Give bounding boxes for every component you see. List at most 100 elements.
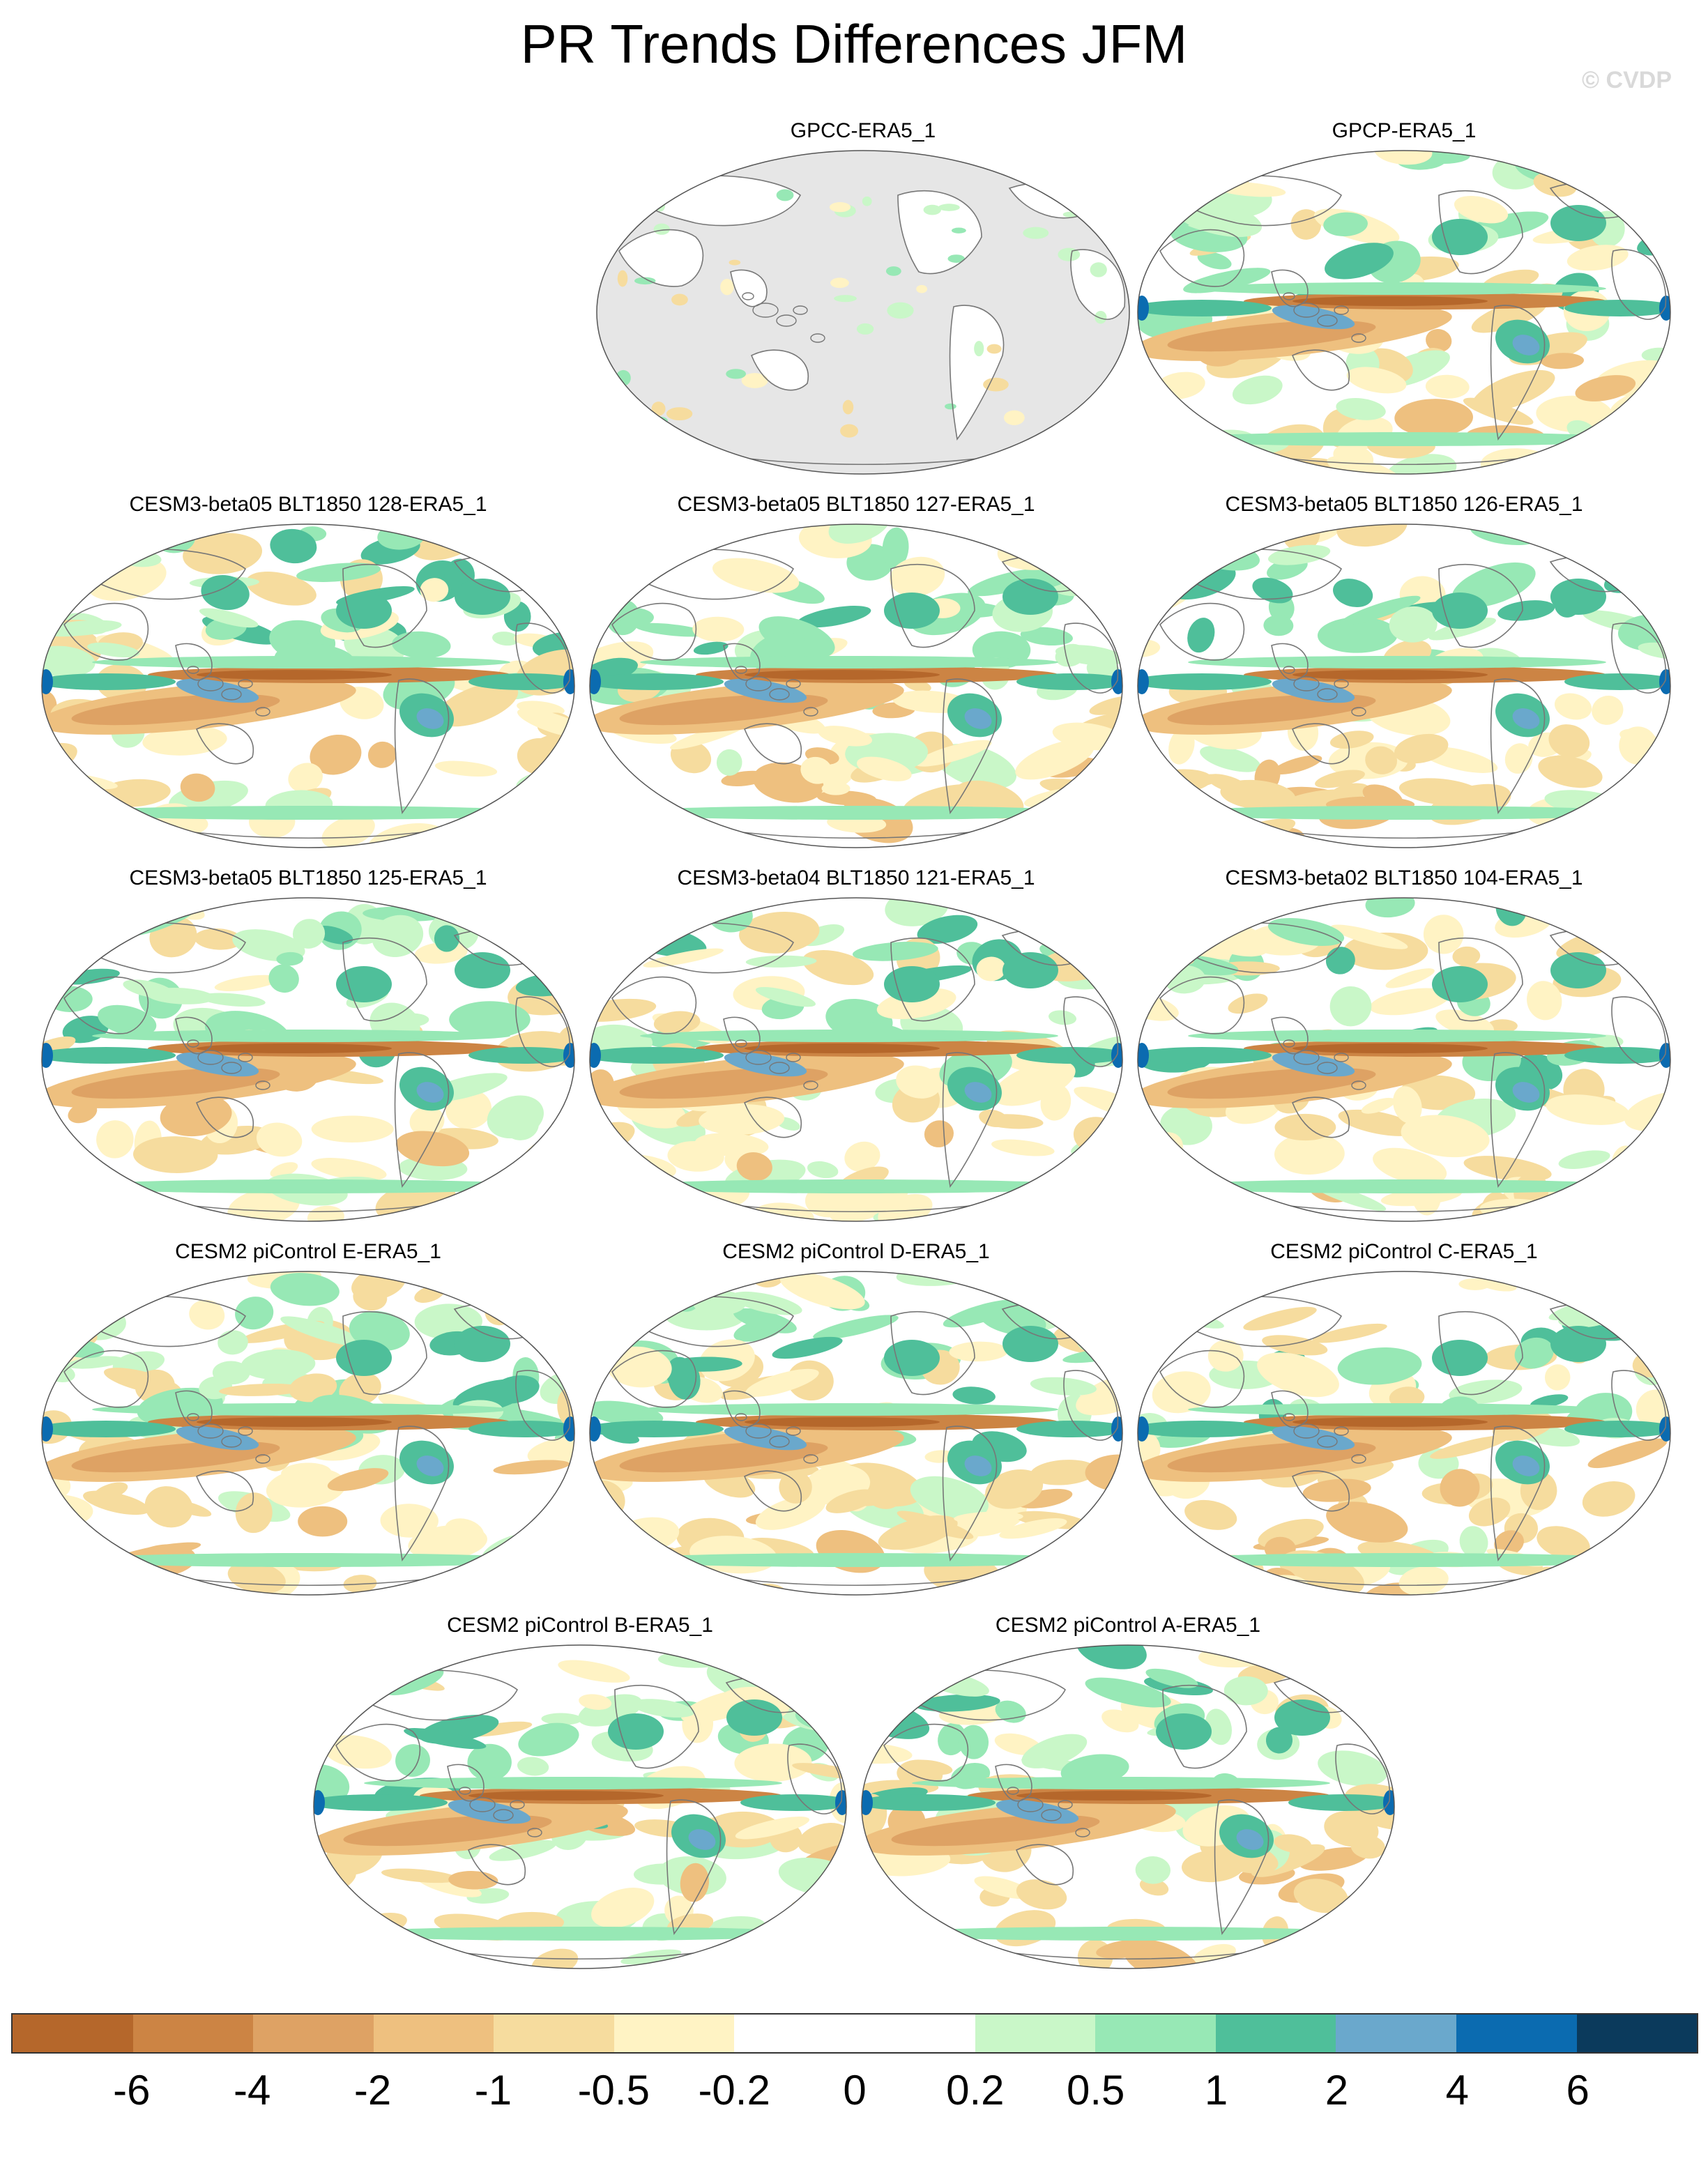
trend-patch bbox=[189, 1299, 225, 1330]
trend-patch bbox=[199, 608, 259, 628]
coastline bbox=[447, 1764, 485, 1802]
map-panel: GPCC-ERA5_1 bbox=[591, 119, 1135, 481]
trend-patch bbox=[69, 1306, 126, 1340]
coastline bbox=[723, 643, 761, 681]
trend-patch bbox=[1497, 600, 1555, 621]
trend-patch bbox=[288, 763, 323, 793]
land-area bbox=[898, 190, 982, 274]
coastline bbox=[1351, 333, 1366, 343]
trend-patch bbox=[71, 1179, 545, 1193]
coastline bbox=[1063, 1370, 1119, 1441]
trend-patch bbox=[634, 622, 708, 637]
trend-patch bbox=[42, 1179, 125, 1221]
trend-patch bbox=[1274, 1133, 1345, 1175]
map-border bbox=[41, 1271, 575, 1596]
trend-patch bbox=[1138, 296, 1149, 321]
trend-patch bbox=[716, 749, 742, 776]
coastline bbox=[1611, 996, 1667, 1067]
trend-patch bbox=[1140, 1301, 1224, 1329]
trend-patch bbox=[745, 1368, 819, 1397]
trend-patch bbox=[862, 1794, 996, 1811]
trend-patch bbox=[1007, 1959, 1041, 1969]
trend-patch bbox=[1024, 898, 1053, 921]
trend-patch bbox=[1362, 784, 1403, 809]
coastline bbox=[238, 1053, 253, 1062]
coastline bbox=[793, 305, 808, 315]
coastline bbox=[995, 1764, 1032, 1802]
trend-patch bbox=[640, 1030, 1058, 1042]
trend-patch bbox=[311, 1158, 387, 1181]
trend-patch bbox=[1385, 454, 1457, 474]
coastline bbox=[1293, 1050, 1320, 1065]
map-border bbox=[1137, 1271, 1671, 1596]
trend-patch bbox=[1452, 946, 1481, 966]
trend-patch bbox=[1138, 1043, 1149, 1068]
trend-patch bbox=[617, 270, 628, 287]
trend-patch bbox=[1154, 1186, 1222, 1204]
colorbar-label: 0.2 bbox=[946, 2067, 1005, 2114]
trend-patch bbox=[731, 1291, 802, 1315]
trend-patch bbox=[619, 1553, 1093, 1567]
trend-patch bbox=[42, 669, 53, 694]
trend-patch bbox=[1092, 836, 1122, 848]
trend-patch bbox=[1423, 915, 1464, 954]
trend-patch bbox=[1486, 1019, 1518, 1033]
trend-patch bbox=[1432, 593, 1488, 629]
trend-patch bbox=[1612, 151, 1643, 174]
trend-patch bbox=[392, 631, 451, 659]
trend-patch bbox=[862, 196, 872, 206]
trend-patch bbox=[1057, 1180, 1122, 1217]
trend-patch bbox=[1546, 1094, 1630, 1125]
trend-patch bbox=[1555, 818, 1589, 839]
trend-patch bbox=[489, 1840, 557, 1861]
trend-patch bbox=[1554, 693, 1592, 720]
trend-patch bbox=[862, 1667, 910, 1702]
trend-patch bbox=[812, 1943, 846, 1962]
trend-patch bbox=[844, 1141, 880, 1172]
trend-patch bbox=[608, 1713, 664, 1750]
trend-patch bbox=[739, 911, 820, 954]
panel-title: CESM2 piControl B-ERA5_1 bbox=[447, 1614, 713, 1637]
coastline bbox=[1070, 249, 1126, 320]
trend-patch bbox=[1167, 806, 1641, 820]
trend-patch bbox=[455, 1326, 510, 1362]
trend-patch bbox=[416, 1082, 444, 1103]
coastline bbox=[394, 1052, 450, 1188]
trend-patch bbox=[579, 1694, 612, 1710]
trend-patch bbox=[1086, 1195, 1122, 1216]
trend-patch bbox=[745, 955, 817, 968]
coastline bbox=[175, 1390, 213, 1428]
trend-patch bbox=[51, 916, 112, 943]
trend-patch bbox=[1597, 797, 1633, 835]
trend-patch bbox=[42, 1421, 176, 1437]
trend-patch bbox=[856, 323, 874, 335]
coastline bbox=[447, 1950, 713, 1960]
colorbar-label: 4 bbox=[1445, 2067, 1469, 2114]
trend-patch bbox=[640, 1403, 1058, 1416]
coastline bbox=[1015, 1844, 1074, 1886]
panel-title: CESM2 piControl A-ERA5_1 bbox=[995, 1614, 1261, 1637]
coastline bbox=[769, 688, 790, 701]
trend-patch bbox=[1016, 673, 1122, 690]
trend-patch bbox=[884, 1340, 940, 1376]
trend-patch bbox=[1393, 1086, 1422, 1124]
trend-patch bbox=[1579, 428, 1613, 464]
coastline bbox=[942, 1426, 998, 1561]
colorbar-swatch bbox=[734, 2015, 855, 2052]
trend-patch bbox=[268, 964, 299, 993]
trend-patch bbox=[496, 924, 572, 950]
coastline bbox=[515, 996, 571, 1067]
trend-patch bbox=[167, 1499, 212, 1517]
coastline bbox=[810, 333, 825, 343]
coastline bbox=[1490, 305, 1546, 441]
trend-patch bbox=[66, 524, 119, 560]
trend-patch bbox=[896, 1065, 941, 1099]
coastline bbox=[897, 190, 982, 275]
coastline bbox=[1293, 1423, 1320, 1439]
map-panel: CESM3-beta05 BLT1850 126-ERA5_1 bbox=[1132, 492, 1676, 855]
trend-patch bbox=[1188, 1403, 1606, 1416]
colorbar-label: -6 bbox=[113, 2067, 151, 2114]
trend-patch bbox=[1272, 1052, 1355, 1077]
trend-patch bbox=[1138, 917, 1179, 956]
trend-patch bbox=[197, 1417, 392, 1427]
